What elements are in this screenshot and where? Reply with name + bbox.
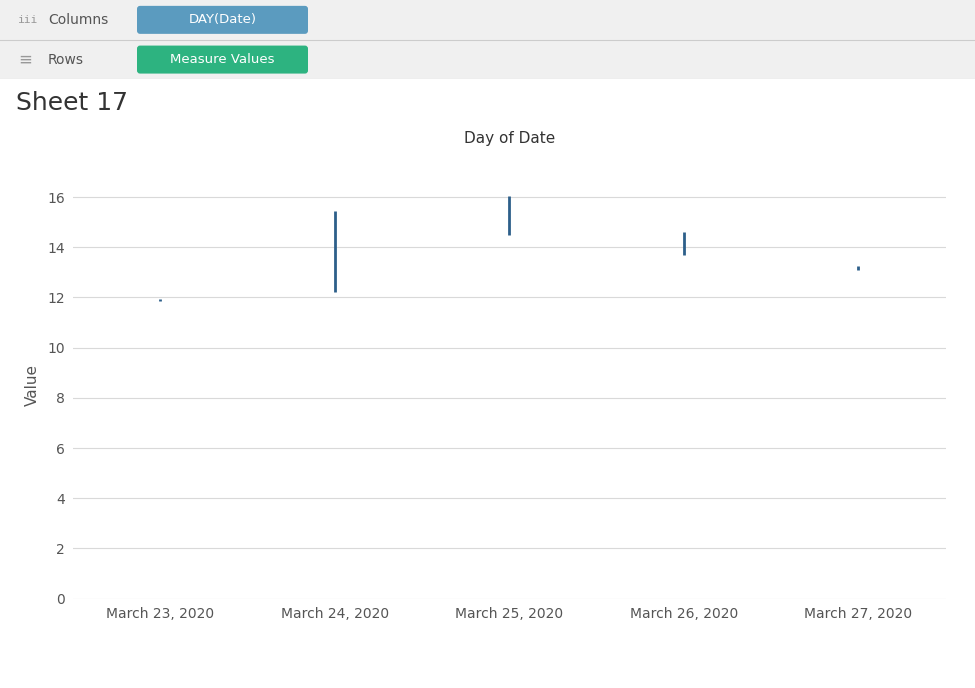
FancyBboxPatch shape [137, 45, 308, 74]
Text: ≡: ≡ [18, 51, 32, 69]
Text: iii: iii [18, 15, 38, 25]
FancyBboxPatch shape [137, 6, 308, 34]
Text: Sheet 17: Sheet 17 [17, 91, 129, 115]
Text: Rows: Rows [48, 52, 84, 67]
Text: Day of Date: Day of Date [464, 131, 555, 147]
Text: Measure Values: Measure Values [171, 53, 275, 66]
Y-axis label: Value: Value [25, 364, 40, 407]
Text: DAY(Date): DAY(Date) [188, 13, 256, 26]
Text: Columns: Columns [48, 13, 108, 27]
